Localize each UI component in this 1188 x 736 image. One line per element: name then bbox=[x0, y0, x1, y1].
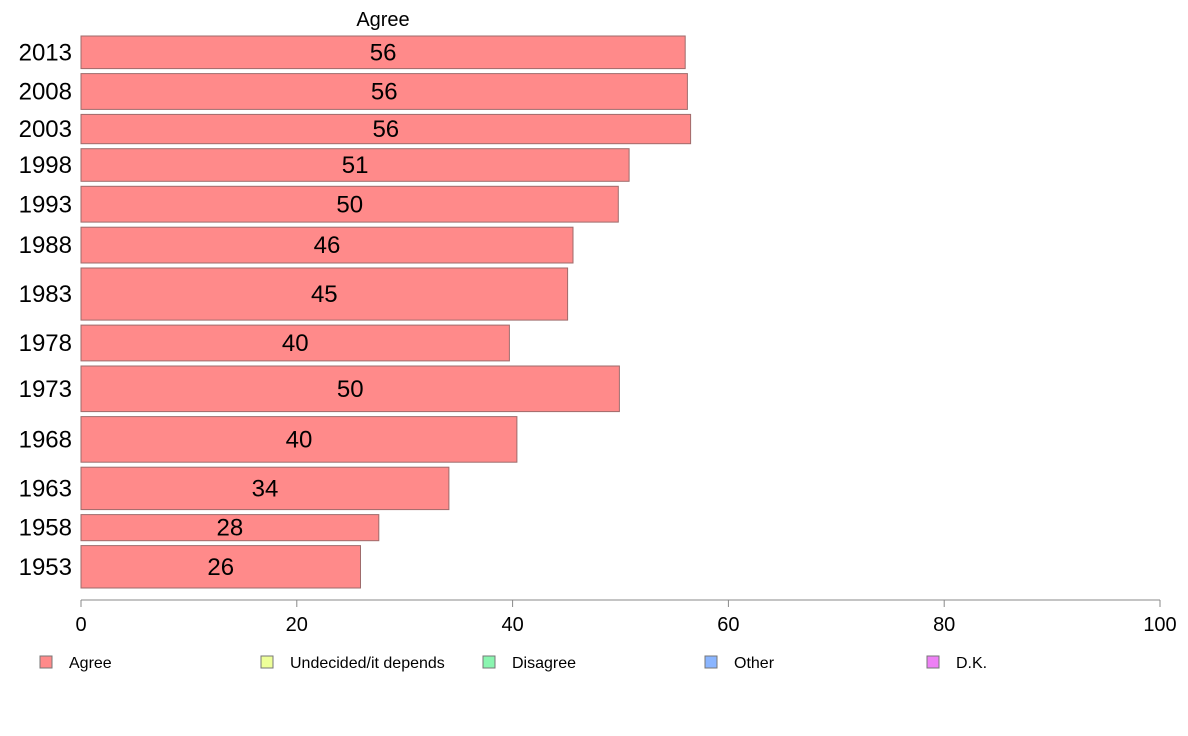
series-title: Agree bbox=[356, 9, 409, 31]
x-tick-label-60: 60 bbox=[717, 614, 739, 636]
category-label-1968: 1968 bbox=[19, 426, 72, 453]
legend-label-disagree: Disagree bbox=[512, 655, 576, 672]
value-label-2003: 56 bbox=[372, 116, 399, 143]
value-label-1998: 51 bbox=[342, 152, 369, 179]
x-axis: 0 20 40 60 80 100 bbox=[75, 599, 1177, 636]
bars-group: 2013 56 2008 56 2003 56 1998 51 1993 50 1988 46 1983… bbox=[19, 35, 692, 589]
bar-1993 bbox=[80, 185, 619, 223]
legend-label-agree: Agree bbox=[69, 655, 112, 672]
value-label-2013: 56 bbox=[370, 39, 397, 66]
legend-swatch-d-k bbox=[926, 655, 940, 669]
category-label-1963: 1963 bbox=[19, 475, 72, 502]
bar-1958 bbox=[80, 514, 380, 542]
x-tick-label-80: 80 bbox=[933, 614, 955, 636]
value-label-1953: 26 bbox=[207, 554, 234, 581]
value-label-1983: 45 bbox=[311, 281, 338, 308]
x-tick-label-40: 40 bbox=[501, 614, 523, 636]
bar-1953 bbox=[80, 545, 361, 589]
bar-2008 bbox=[80, 73, 688, 110]
legend-label-other: Other bbox=[734, 655, 775, 672]
bar-2003 bbox=[80, 113, 692, 145]
value-label-1993: 50 bbox=[336, 191, 363, 218]
category-label-2008: 2008 bbox=[19, 79, 72, 106]
category-label-2013: 2013 bbox=[19, 39, 72, 66]
category-label-1953: 1953 bbox=[19, 554, 72, 581]
category-label-1978: 1978 bbox=[19, 330, 72, 357]
bar-1983 bbox=[80, 267, 569, 321]
legend-label-undecided-it-depends: Undecided/it depends bbox=[290, 655, 445, 672]
legend-swatch-undecided-it-depends bbox=[260, 655, 274, 669]
value-label-2008: 56 bbox=[371, 79, 398, 106]
bar-1963 bbox=[80, 466, 450, 511]
category-label-1988: 1988 bbox=[19, 232, 72, 259]
x-tick-label-100: 100 bbox=[1143, 614, 1176, 636]
x-tick-label-20: 20 bbox=[286, 614, 308, 636]
value-label-1968: 40 bbox=[286, 426, 313, 453]
value-label-1963: 34 bbox=[252, 475, 279, 502]
bar-2013 bbox=[80, 35, 686, 70]
legend-swatch-other bbox=[704, 655, 718, 669]
bar-1968 bbox=[80, 416, 518, 463]
value-label-1973: 50 bbox=[337, 376, 364, 403]
bar-1988 bbox=[80, 226, 574, 264]
category-label-1993: 1993 bbox=[19, 191, 72, 218]
category-label-1998: 1998 bbox=[19, 152, 72, 179]
x-tick-label-0: 0 bbox=[75, 614, 86, 636]
category-label-1983: 1983 bbox=[19, 281, 72, 308]
bar-1973 bbox=[80, 365, 620, 413]
category-label-1958: 1958 bbox=[19, 515, 72, 542]
category-label-2003: 2003 bbox=[19, 116, 72, 143]
bar-1978 bbox=[80, 324, 510, 362]
legend-swatch-agree bbox=[39, 655, 53, 669]
value-label-1988: 46 bbox=[314, 232, 341, 259]
legend: Agree Undecided/it depends Disagree Other D.… bbox=[39, 655, 987, 672]
bar-1998 bbox=[80, 148, 630, 182]
legend-label-d-k: D.K. bbox=[956, 655, 987, 672]
value-label-1958: 28 bbox=[217, 515, 244, 542]
category-label-1973: 1973 bbox=[19, 376, 72, 403]
legend-swatch-disagree bbox=[482, 655, 496, 669]
value-label-1978: 40 bbox=[282, 330, 309, 357]
